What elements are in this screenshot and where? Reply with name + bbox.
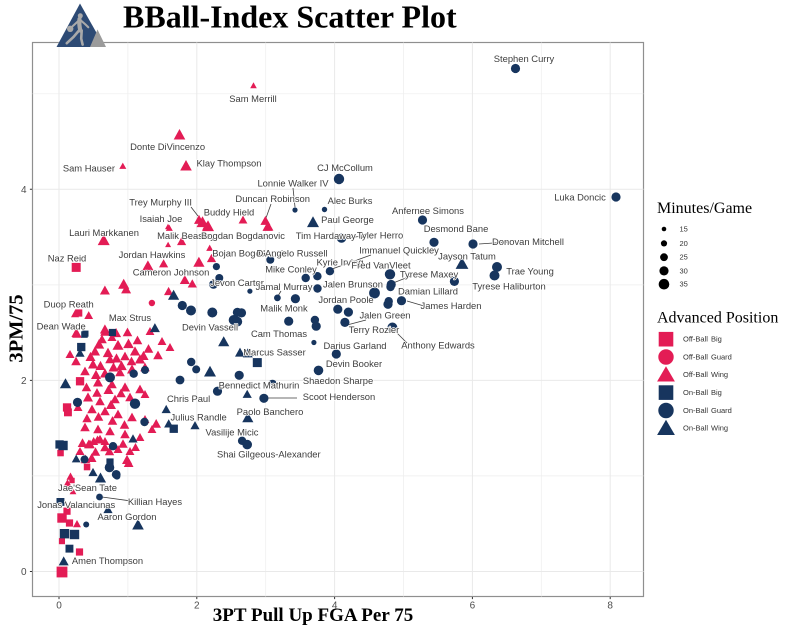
svg-text:Bennedict Mathurin: Bennedict Mathurin bbox=[219, 380, 300, 391]
svg-text:Tyler Herro: Tyler Herro bbox=[357, 230, 403, 241]
svg-text:Wing: Wing bbox=[711, 424, 728, 433]
svg-text:Donovan Mitchell: Donovan Mitchell bbox=[492, 236, 564, 247]
svg-text:Alec Burks: Alec Burks bbox=[328, 195, 373, 206]
svg-text:Lonnie Walker IV: Lonnie Walker IV bbox=[257, 178, 329, 189]
svg-text:Jalen Brunson: Jalen Brunson bbox=[323, 279, 383, 290]
svg-text:20: 20 bbox=[680, 239, 688, 248]
svg-text:Jae'Sean Tate: Jae'Sean Tate bbox=[58, 482, 117, 493]
svg-text:Immanuel Quickley: Immanuel Quickley bbox=[359, 245, 439, 256]
svg-text:Max Strus: Max Strus bbox=[109, 312, 152, 323]
svg-text:Devin Booker: Devin Booker bbox=[326, 358, 382, 369]
svg-text:4: 4 bbox=[21, 185, 27, 196]
svg-text:Sam Hauser: Sam Hauser bbox=[63, 163, 115, 174]
svg-text:Minutes/Game: Minutes/Game bbox=[657, 200, 752, 217]
svg-text:25: 25 bbox=[680, 253, 688, 262]
svg-text:Buddy Hield: Buddy Hield bbox=[204, 207, 255, 218]
svg-text:Jevon Carter: Jevon Carter bbox=[210, 277, 264, 288]
svg-text:Chris Paul: Chris Paul bbox=[167, 393, 210, 404]
svg-text:Wing: Wing bbox=[711, 370, 728, 379]
svg-text:On-Ball: On-Ball bbox=[683, 406, 708, 415]
svg-text:Jalen Green: Jalen Green bbox=[359, 310, 410, 321]
svg-text:Fred VanVleet: Fred VanVleet bbox=[351, 260, 411, 271]
svg-text:Guard: Guard bbox=[711, 353, 732, 362]
svg-text:Malik Beasley: Malik Beasley bbox=[157, 230, 215, 241]
svg-text:Cam Thomas: Cam Thomas bbox=[251, 328, 307, 339]
svg-text:Tim Hardaway Jr: Tim Hardaway Jr bbox=[296, 230, 367, 241]
svg-text:Shai Gilgeous-Alexander: Shai Gilgeous-Alexander bbox=[217, 449, 321, 460]
svg-text:15: 15 bbox=[680, 225, 688, 234]
svg-text:Devin Vassell: Devin Vassell bbox=[182, 322, 238, 333]
svg-text:Jayson Tatum: Jayson Tatum bbox=[438, 251, 496, 262]
svg-text:Bojan Bogdanovic: Bojan Bogdanovic bbox=[212, 248, 288, 259]
svg-text:On-Ball: On-Ball bbox=[683, 424, 708, 433]
svg-text:Jonas Valanciunas: Jonas Valanciunas bbox=[37, 499, 115, 510]
svg-text:Isaiah Joe: Isaiah Joe bbox=[140, 213, 183, 224]
svg-text:3PT Pull Up FGA Per 75: 3PT Pull Up FGA Per 75 bbox=[213, 605, 413, 626]
svg-text:Advanced Position: Advanced Position bbox=[657, 310, 778, 327]
svg-text:Off-Ball: Off-Ball bbox=[683, 353, 708, 362]
svg-text:Terry Rozier: Terry Rozier bbox=[349, 324, 400, 335]
svg-text:Killian Hayes: Killian Hayes bbox=[128, 496, 183, 507]
svg-text:6: 6 bbox=[470, 601, 476, 612]
svg-text:2: 2 bbox=[194, 601, 200, 612]
svg-text:Marcus Sasser: Marcus Sasser bbox=[243, 347, 306, 358]
svg-text:Paolo Banchero: Paolo Banchero bbox=[237, 406, 304, 417]
svg-text:0: 0 bbox=[56, 601, 62, 612]
svg-text:Shaedon Sharpe: Shaedon Sharpe bbox=[303, 375, 373, 386]
svg-text:30: 30 bbox=[680, 266, 688, 275]
svg-text:Tyrese Haliburton: Tyrese Haliburton bbox=[472, 281, 545, 292]
svg-text:Big: Big bbox=[711, 335, 722, 344]
svg-text:Jordan Poole: Jordan Poole bbox=[318, 294, 373, 305]
svg-text:On-Ball: On-Ball bbox=[683, 388, 708, 397]
svg-text:Dean Wade: Dean Wade bbox=[37, 321, 86, 332]
svg-text:CJ McCollum: CJ McCollum bbox=[317, 162, 373, 173]
svg-text:Klay Thompson: Klay Thompson bbox=[197, 158, 262, 169]
svg-text:Cameron Johnson: Cameron Johnson bbox=[133, 267, 210, 278]
svg-text:Scoot Henderson: Scoot Henderson bbox=[303, 391, 375, 402]
svg-text:Anthony Edwards: Anthony Edwards bbox=[401, 340, 475, 351]
svg-text:Tyrese Maxey: Tyrese Maxey bbox=[400, 269, 459, 280]
svg-text:Desmond Bane: Desmond Bane bbox=[424, 223, 489, 234]
svg-text:0: 0 bbox=[21, 567, 27, 578]
svg-text:Donte DiVincenzo: Donte DiVincenzo bbox=[130, 141, 205, 152]
svg-text:Kyrie Irving: Kyrie Irving bbox=[317, 257, 364, 268]
svg-text:Damian Lillard: Damian Lillard bbox=[398, 286, 458, 297]
svg-text:Paul George: Paul George bbox=[321, 214, 374, 225]
svg-text:Trey Murphy III: Trey Murphy III bbox=[129, 197, 192, 208]
svg-text:3PM/75: 3PM/75 bbox=[6, 294, 28, 362]
svg-text:Off-Ball: Off-Ball bbox=[683, 370, 708, 379]
svg-text:Luka Doncic: Luka Doncic bbox=[554, 192, 606, 203]
svg-text:James Harden: James Harden bbox=[421, 300, 482, 311]
svg-text:Stephen Curry: Stephen Curry bbox=[494, 53, 555, 64]
svg-text:Julius Randle: Julius Randle bbox=[170, 412, 226, 423]
svg-text:D'Angelo Russell: D'Angelo Russell bbox=[256, 248, 327, 259]
svg-text:Darius Garland: Darius Garland bbox=[323, 340, 386, 351]
svg-text:Off-Ball: Off-Ball bbox=[683, 335, 708, 344]
svg-text:Guard: Guard bbox=[711, 406, 732, 415]
svg-text:Mike Conley: Mike Conley bbox=[265, 264, 317, 275]
svg-text:Amen Thompson: Amen Thompson bbox=[72, 555, 143, 566]
svg-text:Big: Big bbox=[711, 388, 722, 397]
svg-text:Bogdan Bogdanovic: Bogdan Bogdanovic bbox=[201, 230, 285, 241]
svg-text:Vasilije Micic: Vasilije Micic bbox=[206, 427, 259, 438]
svg-text:Anfernee Simons: Anfernee Simons bbox=[392, 205, 464, 216]
svg-text:BBall-Index Scatter Plot: BBall-Index Scatter Plot bbox=[123, 0, 457, 35]
svg-text:Aaron Gordon: Aaron Gordon bbox=[98, 511, 157, 522]
svg-text:Jordan Hawkins: Jordan Hawkins bbox=[119, 249, 186, 260]
svg-text:Trae Young: Trae Young bbox=[506, 266, 554, 277]
svg-text:Jamal Murray: Jamal Murray bbox=[256, 281, 313, 292]
svg-text:Sam Merrill: Sam Merrill bbox=[229, 93, 276, 104]
svg-text:35: 35 bbox=[680, 280, 688, 289]
svg-text:Duncan Robinson: Duncan Robinson bbox=[235, 193, 310, 204]
svg-text:Naz Reid: Naz Reid bbox=[48, 253, 87, 264]
svg-text:Duop Reath: Duop Reath bbox=[44, 299, 94, 310]
svg-text:8: 8 bbox=[607, 601, 613, 612]
svg-text:Malik Monk: Malik Monk bbox=[260, 303, 308, 314]
svg-text:Lauri Markkanen: Lauri Markkanen bbox=[69, 227, 139, 238]
svg-text:4: 4 bbox=[332, 601, 338, 612]
svg-text:2: 2 bbox=[21, 376, 27, 387]
